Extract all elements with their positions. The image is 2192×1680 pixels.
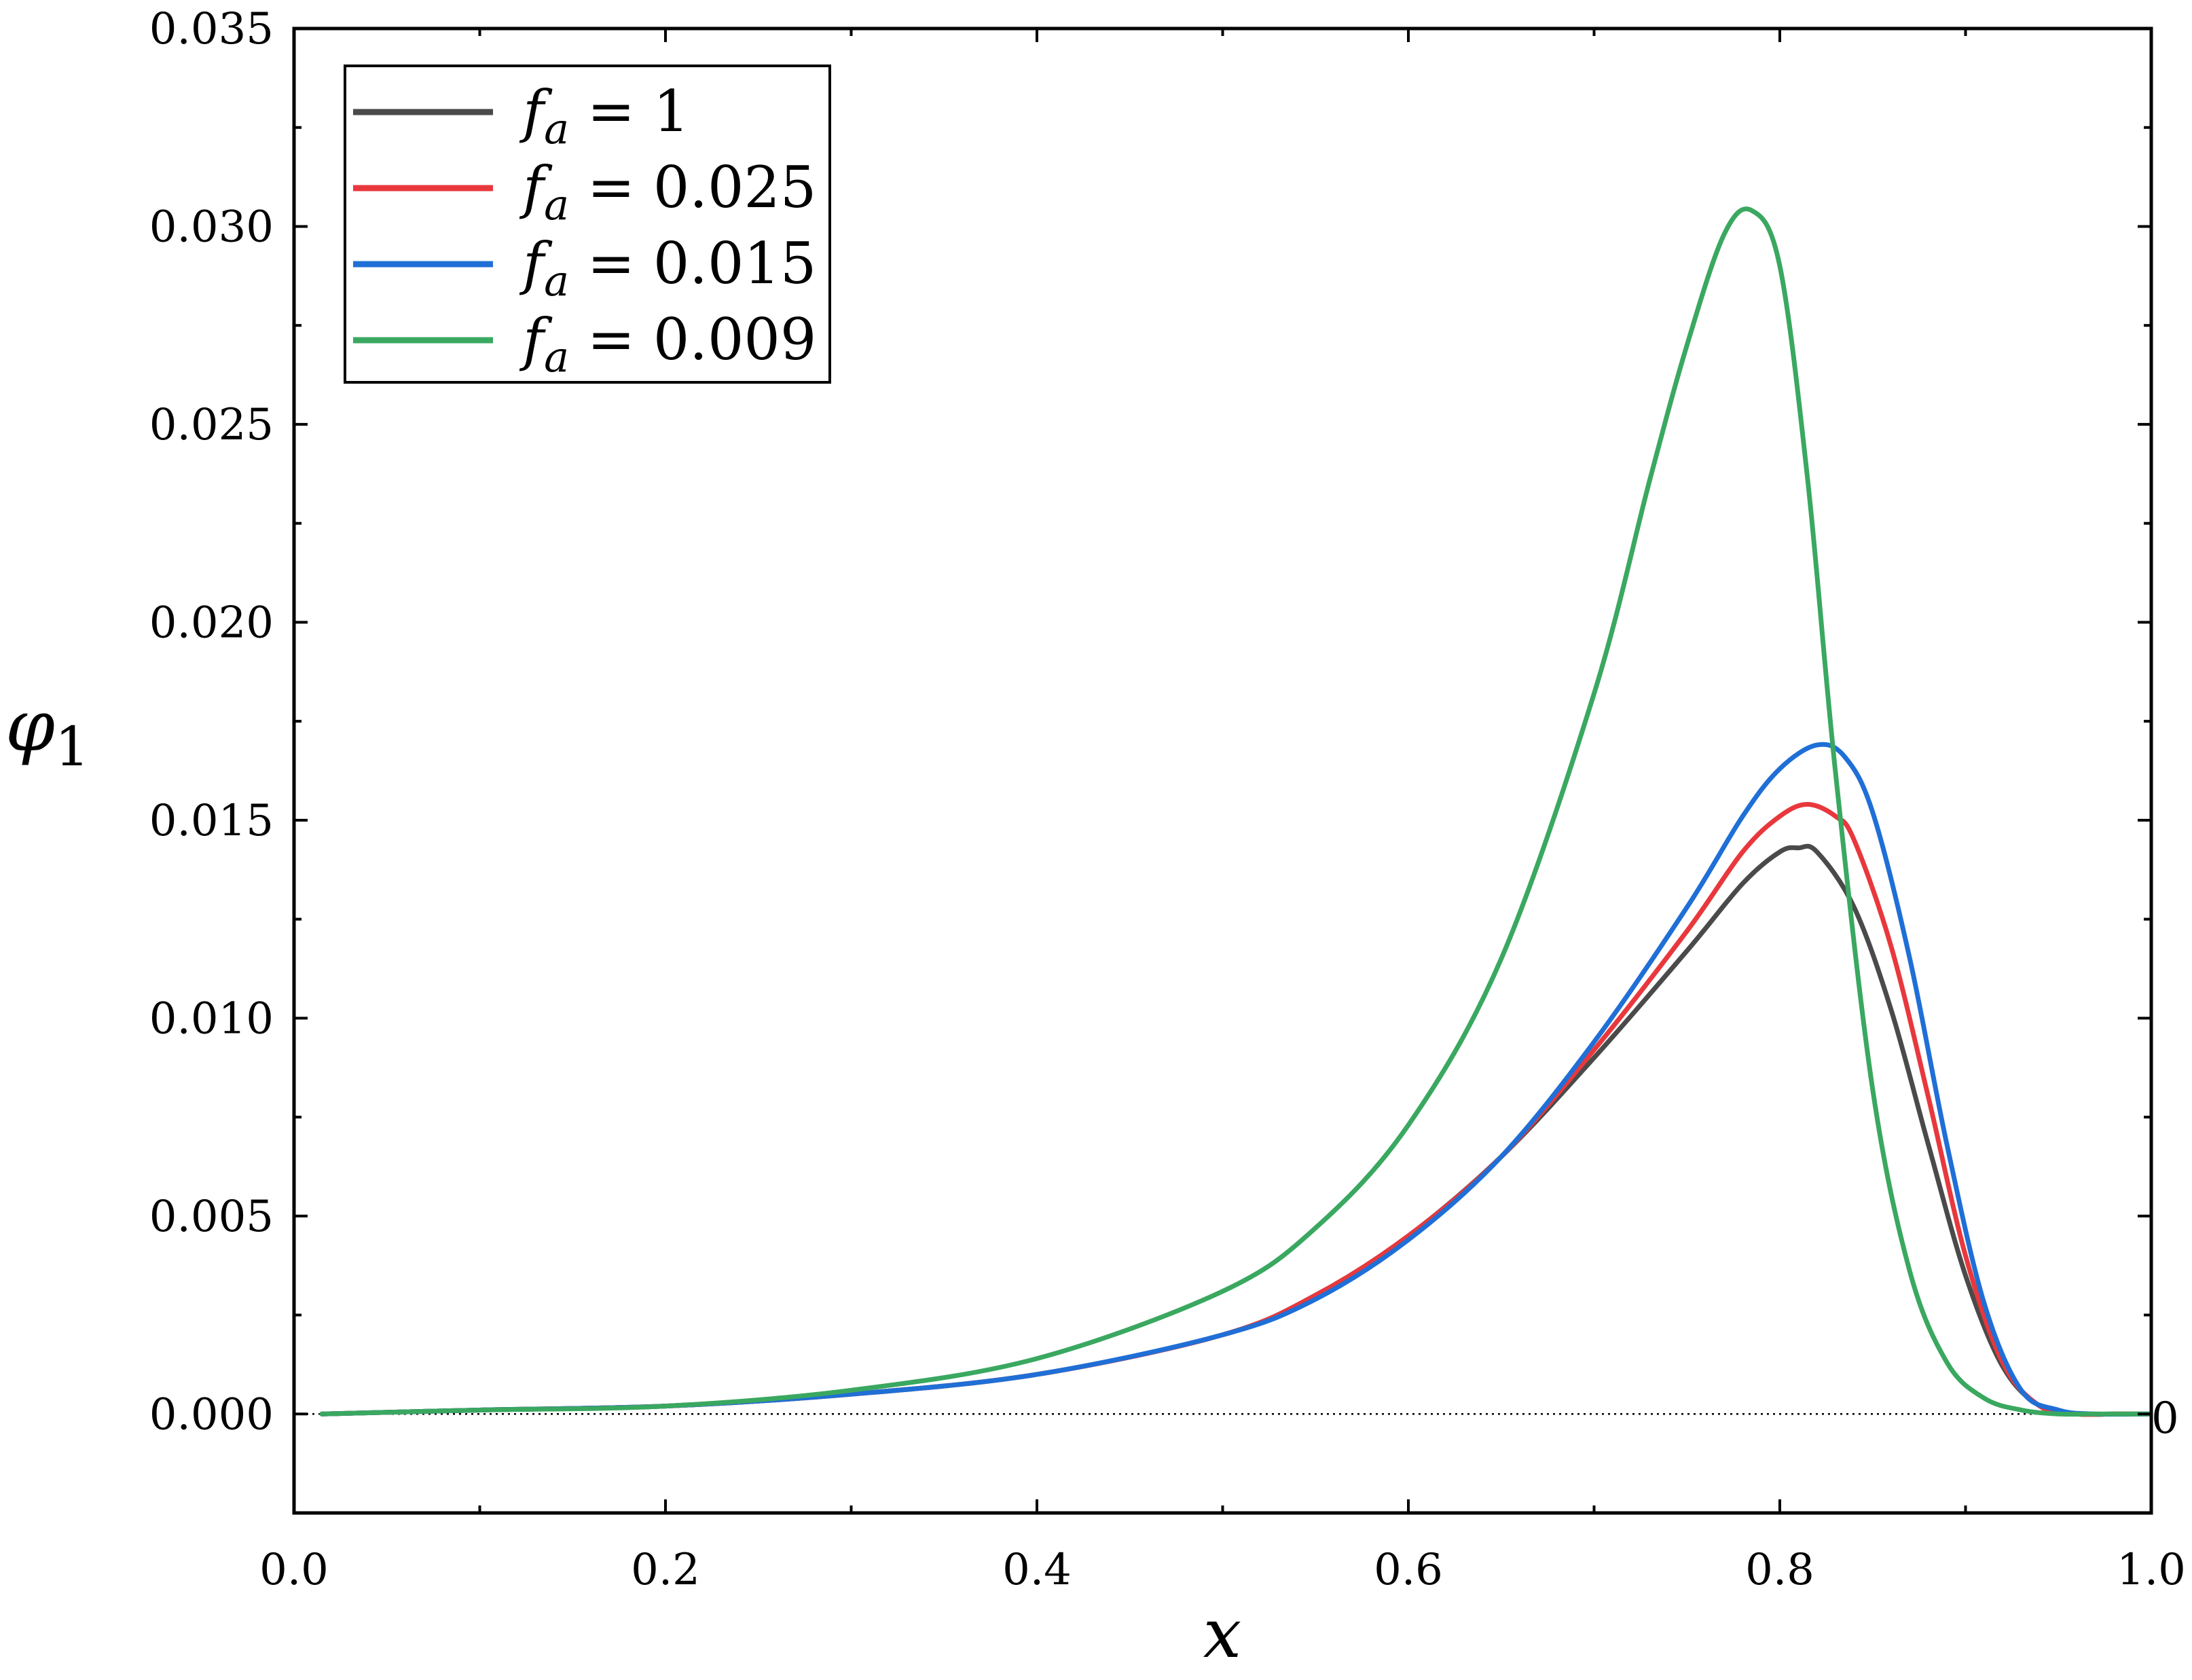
legend-box (344, 65, 831, 384)
x-axis-title: x (1203, 1594, 1241, 1673)
axis-ticks (293, 27, 2153, 1514)
legend-label-2: fa = 0.015 (519, 230, 816, 306)
y-tick-label-6: 0.030 (149, 202, 274, 252)
legend-label-1: fa = 0.025 (519, 154, 816, 230)
y-tick-label-5: 0.025 (149, 400, 274, 450)
x-tick-label-2: 0.4 (1002, 1545, 1072, 1595)
x-tick-label-5: 1.0 (2117, 1545, 2186, 1595)
y-tick-label-2: 0.010 (149, 993, 274, 1044)
series-line-3 (319, 206, 2151, 1417)
x-tick-label-3: 0.6 (1374, 1545, 1443, 1595)
series-line-2 (319, 742, 2151, 1417)
y-tick-label-1: 0.005 (149, 1192, 274, 1242)
legend-label-0: fa = 1 (519, 78, 689, 153)
y-tick-label-7: 0.035 (149, 4, 274, 54)
y-tick-label-4: 0.020 (149, 598, 274, 648)
legend-label-3: fa = 0.009 (519, 306, 816, 382)
series-lines (319, 206, 2151, 1417)
right-axis-label: 0 (2151, 1393, 2179, 1444)
axis-tick-labels: 0.0 0.2 0.4 0.6 0.8 1.0 0.000 0.005 0.010 0.015 0.… (149, 4, 2186, 1595)
y-axis-title: φ1 (5, 684, 90, 778)
y-axis-title-sub: 1 (55, 715, 90, 778)
x-tick-label-0: 0.0 (259, 1545, 329, 1595)
y-axis-title-main: φ (5, 684, 55, 767)
x-tick-label-1: 0.2 (631, 1545, 700, 1595)
x-tick-label-4: 0.8 (1745, 1545, 1814, 1595)
y-tick-label-3: 0.015 (149, 796, 274, 846)
series-group (319, 206, 2151, 1417)
y-tick-label-0: 0.000 (149, 1389, 274, 1440)
